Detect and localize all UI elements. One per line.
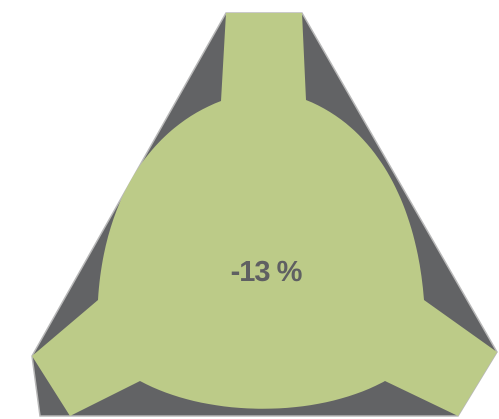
green-rounded-trefoil-shape (32, 13, 497, 416)
percentage-value-label: -13 % (231, 256, 303, 288)
